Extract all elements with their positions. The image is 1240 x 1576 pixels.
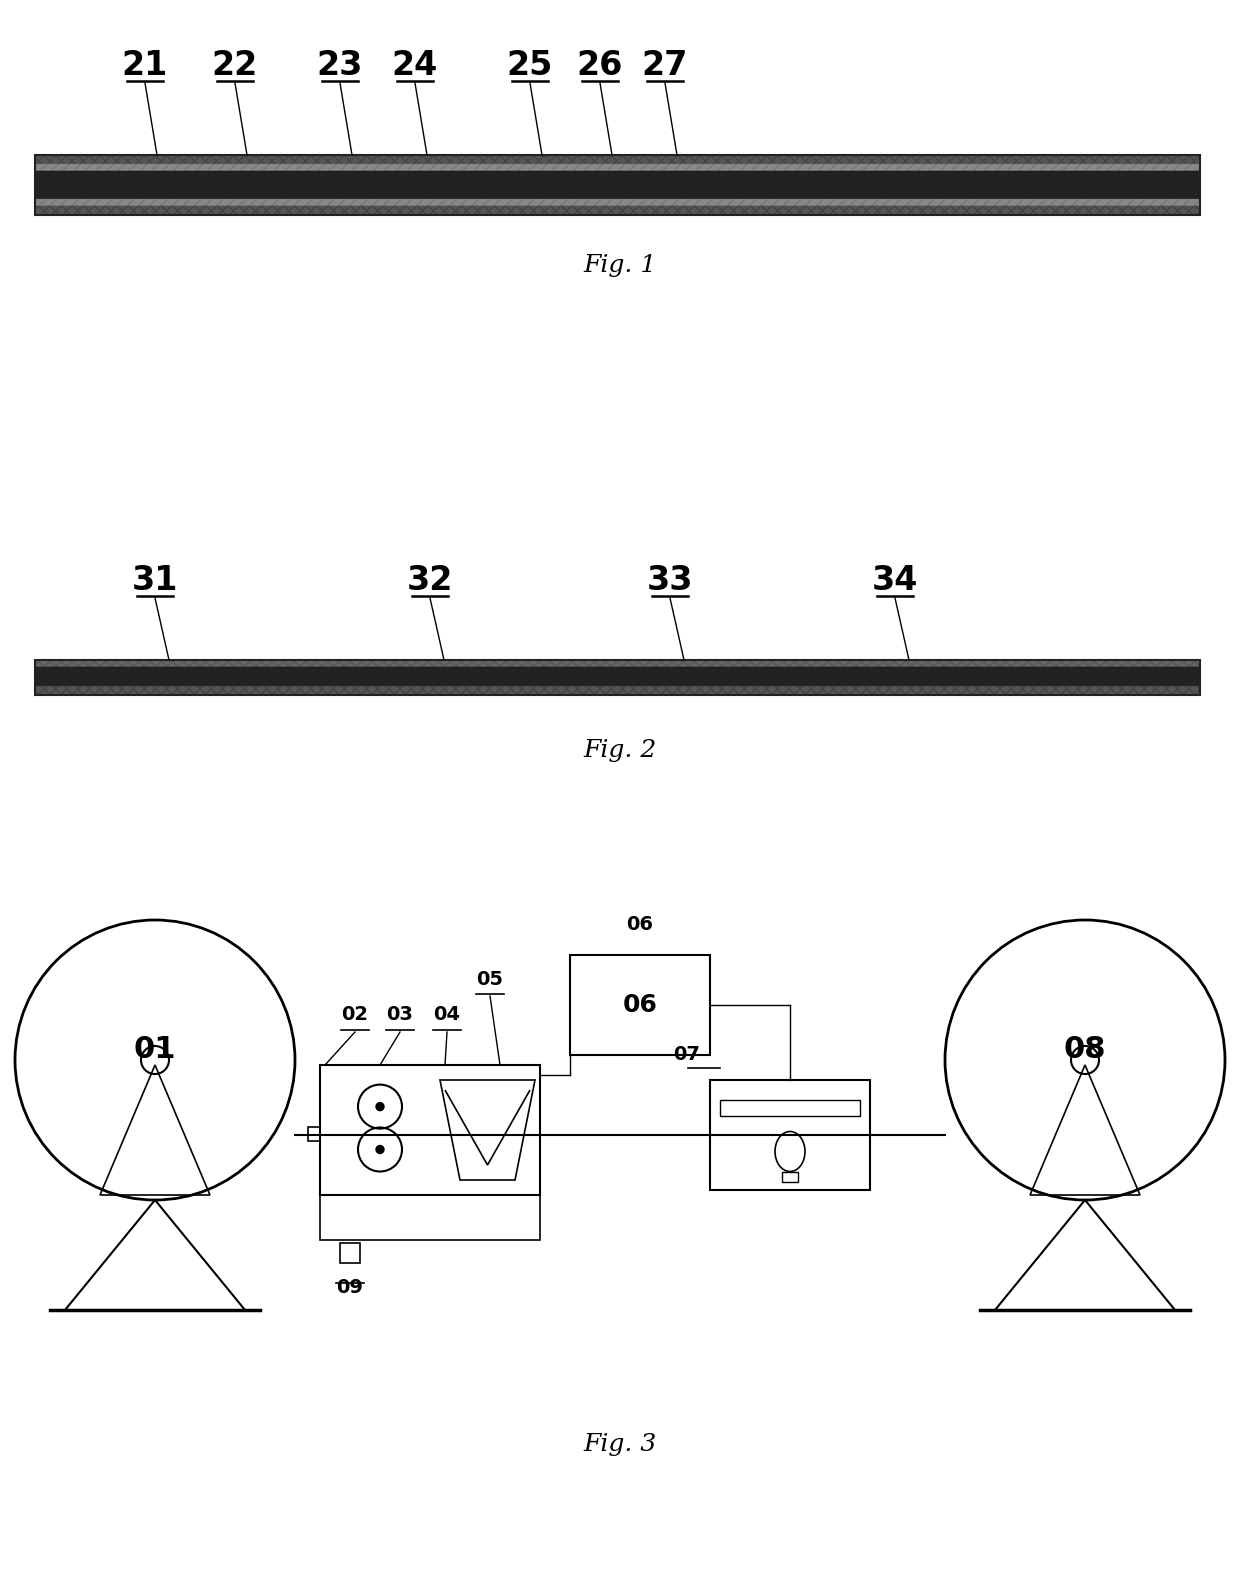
Bar (320, 1195, 539, 1240)
Bar (308, 1127, 320, 1141)
Text: 21: 21 (122, 49, 169, 82)
Text: 01: 01 (134, 1035, 176, 1064)
Bar (35, 660, 1200, 695)
Text: 03: 03 (387, 1005, 413, 1024)
Ellipse shape (376, 1103, 384, 1111)
Text: 09: 09 (336, 1278, 363, 1297)
Bar (782, 1171, 799, 1182)
Text: 05: 05 (476, 969, 503, 990)
Bar (340, 1243, 360, 1262)
Text: 31: 31 (131, 564, 179, 596)
Bar (35, 154, 1200, 164)
Text: 34: 34 (872, 564, 918, 596)
Bar (320, 1065, 539, 1195)
Text: Fig. 1: Fig. 1 (583, 254, 657, 276)
Text: 32: 32 (407, 564, 453, 596)
Bar (35, 206, 1200, 214)
Bar (35, 164, 1200, 172)
Bar (711, 1080, 870, 1190)
Text: 24: 24 (392, 49, 438, 82)
Bar (35, 667, 1200, 686)
Text: 22: 22 (212, 49, 258, 82)
Text: 04: 04 (434, 1005, 460, 1024)
Text: Fig. 3: Fig. 3 (583, 1434, 657, 1456)
Text: 33: 33 (647, 564, 693, 596)
Text: 23: 23 (316, 49, 363, 82)
Text: Fig. 2: Fig. 2 (583, 739, 657, 761)
Bar (720, 1100, 861, 1116)
Bar (35, 199, 1200, 206)
Text: 27: 27 (642, 49, 688, 82)
Text: 06: 06 (626, 916, 653, 935)
Bar (35, 172, 1200, 199)
Text: 26: 26 (577, 49, 624, 82)
Text: 06: 06 (622, 993, 657, 1017)
Text: 25: 25 (507, 49, 553, 82)
Ellipse shape (376, 1146, 384, 1154)
Bar (35, 154, 1200, 214)
Bar (35, 660, 1200, 667)
Bar (35, 686, 1200, 695)
Text: 07: 07 (673, 1045, 701, 1064)
Bar (570, 955, 711, 1054)
Text: 08: 08 (1064, 1035, 1106, 1064)
Text: 02: 02 (341, 1005, 368, 1024)
